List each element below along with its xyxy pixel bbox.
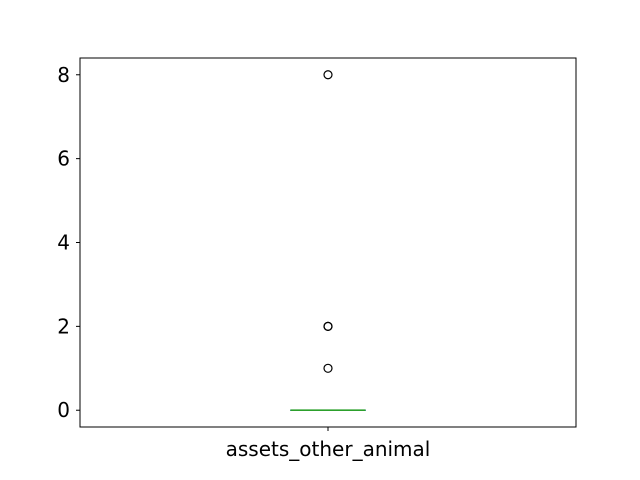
- y-tick-label: 6: [57, 147, 70, 171]
- outlier-point: [323, 363, 333, 373]
- x-axis: assets_other_animal: [226, 427, 431, 461]
- y-tick-label: 4: [57, 231, 70, 255]
- outlier-point: [323, 321, 333, 331]
- outlier-point: [323, 70, 333, 80]
- axes-frame: [79, 57, 577, 428]
- plot-area: [290, 70, 366, 412]
- box-group: [290, 70, 366, 412]
- y-tick-label: 2: [57, 314, 70, 338]
- y-tick-label: 8: [57, 63, 70, 87]
- y-axis: 0 2 4 6 8: [57, 63, 80, 422]
- y-tick-label: 0: [57, 398, 70, 422]
- x-category-label: assets_other_animal: [226, 437, 431, 461]
